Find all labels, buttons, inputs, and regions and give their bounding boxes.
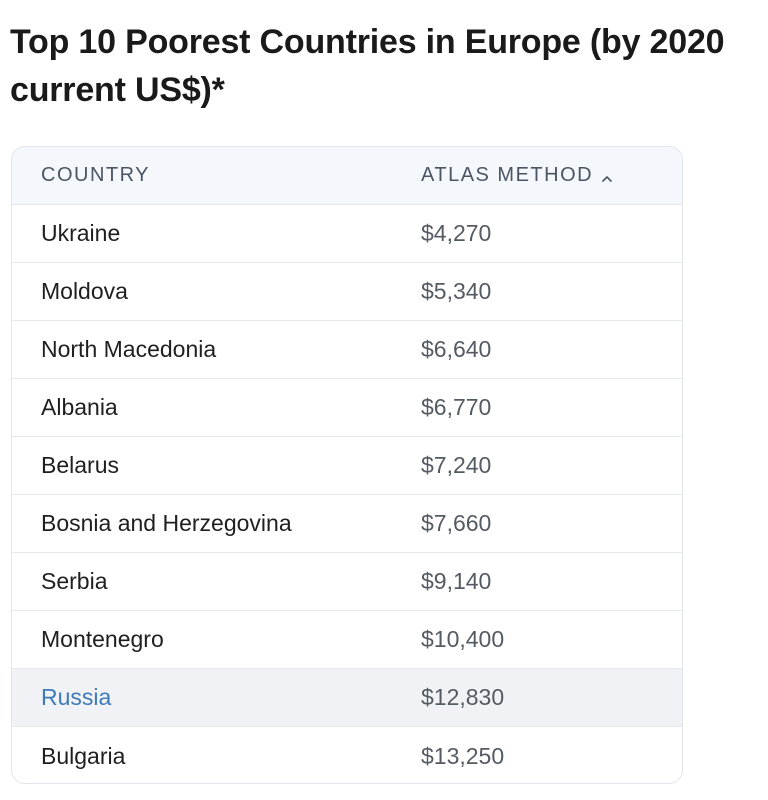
country-cell: Montenegro	[41, 626, 164, 652]
atlas-value-cell: $12,830	[421, 684, 505, 710]
table-row: Bosnia and Herzegovina $7,660	[12, 495, 682, 553]
table-row: Bulgaria $13,250	[12, 727, 682, 783]
atlas-value-cell: $10,400	[421, 626, 505, 652]
page-title: Top 10 Poorest Countries in Europe (by 2…	[10, 23, 725, 109]
column-header-country-label: COUNTRY	[41, 164, 151, 186]
country-cell: Moldova	[41, 278, 128, 304]
table-row: Moldova $5,340	[12, 263, 682, 321]
chevron-up-icon[interactable]	[602, 174, 612, 184]
country-cell: Serbia	[41, 568, 108, 594]
table-row: North Macedonia $6,640	[12, 321, 682, 379]
country-cell: Bulgaria	[41, 742, 126, 769]
country-cell: North Macedonia	[41, 336, 217, 362]
atlas-value-cell: $13,250	[421, 742, 505, 769]
atlas-value-cell: $7,660	[421, 510, 492, 536]
atlas-value-cell: $4,270	[421, 220, 492, 246]
atlas-value-cell: $6,640	[421, 336, 492, 362]
table-header: COUNTRY ATLAS METHOD	[12, 147, 682, 205]
table-row: Belarus $7,240	[12, 437, 682, 495]
countries-table: COUNTRY ATLAS METHOD Ukraine $4,270 Mold…	[11, 146, 683, 784]
atlas-value-cell: $5,340	[421, 278, 492, 304]
country-cell: Ukraine	[41, 220, 121, 246]
country-cell: Belarus	[41, 452, 119, 478]
column-header-country[interactable]: COUNTRY	[12, 164, 392, 187]
atlas-value-cell: $9,140	[421, 568, 492, 594]
country-cell: Albania	[41, 394, 118, 420]
atlas-value-cell: $6,770	[421, 394, 492, 420]
table-row: Montenegro $10,400	[12, 611, 682, 669]
table-row-highlighted[interactable]: Russia $12,830	[12, 669, 682, 727]
table-row: Serbia $9,140	[12, 553, 682, 611]
table-row: Albania $6,770	[12, 379, 682, 437]
country-link-russia[interactable]: Russia	[41, 684, 112, 710]
column-header-atlas-method[interactable]: ATLAS METHOD	[392, 164, 682, 187]
column-header-atlas-label: ATLAS METHOD	[421, 164, 594, 186]
table-row: Ukraine $4,270	[12, 205, 682, 263]
country-cell: Bosnia and Herzegovina	[41, 510, 292, 536]
atlas-value-cell: $7,240	[421, 452, 492, 478]
